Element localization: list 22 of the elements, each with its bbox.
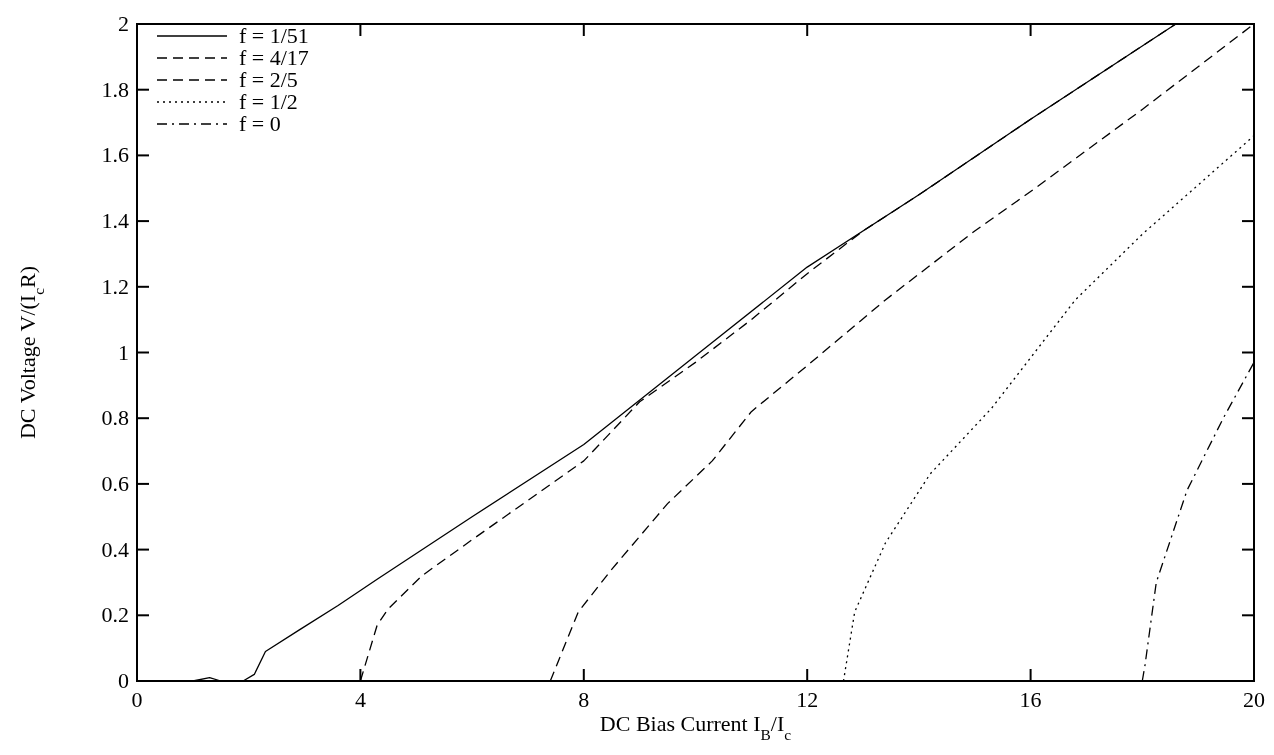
y-tick-label: 0 [118, 668, 129, 693]
x-tick-label: 20 [1243, 687, 1265, 712]
legend-label: f = 4/17 [239, 45, 309, 70]
y-tick-label: 1 [118, 339, 129, 365]
x-tick-label: 4 [354, 687, 366, 712]
y-tick-label: 0.2 [101, 602, 129, 628]
y-tick-label: 1.6 [101, 142, 129, 168]
x-tick-label: 12 [796, 687, 819, 712]
legend-label: f = 1/2 [239, 89, 298, 114]
legend-label: f = 1/51 [239, 23, 309, 48]
y-tick-label: 1.2 [101, 273, 129, 299]
legend-label: f = 2/5 [239, 67, 298, 92]
y-tick-label: 1.4 [101, 208, 129, 234]
y-tick-label: 1.8 [101, 76, 129, 102]
y-tick-label: 0.6 [101, 470, 129, 496]
x-tick-label: 16 [1019, 687, 1042, 712]
y-tick-label: 2 [118, 11, 129, 36]
y-tick-label: 0.8 [101, 405, 129, 431]
x-tick-label: 8 [578, 687, 590, 712]
x-axis-title: DC Bias Current I$_{B}$/I$_{c}$ [599, 711, 792, 743]
legend-label: f = 0 [239, 111, 281, 136]
y-tick-label: 0.4 [101, 536, 129, 562]
